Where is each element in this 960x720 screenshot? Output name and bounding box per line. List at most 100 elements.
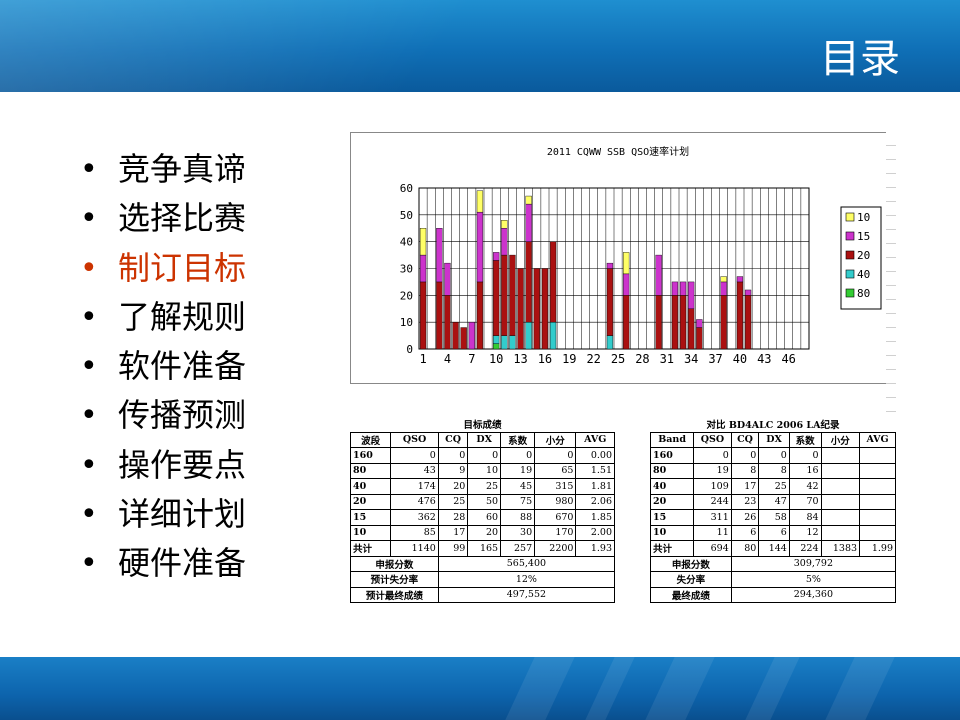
band-cell: 15 <box>349 509 392 526</box>
bar-segment <box>623 295 630 350</box>
column-header: 波段 <box>349 431 392 448</box>
table-cell: 0 <box>534 447 577 464</box>
bar-segment <box>517 268 524 350</box>
toc-item[interactable]: • 详细计划 <box>80 490 246 539</box>
table-cell: 0 <box>788 447 822 464</box>
table-cell: 476 <box>390 493 439 510</box>
band-cell: 160 <box>649 447 695 464</box>
table-cell: 20 <box>467 524 502 541</box>
legend-label: 20 <box>857 249 870 262</box>
toc-item[interactable]: • 硬件准备 <box>80 539 246 588</box>
bar-segment <box>671 281 679 296</box>
bar-segment <box>501 228 508 256</box>
bar-segment <box>744 289 752 296</box>
bar-segment <box>720 276 727 283</box>
summary-label: 最终成绩 <box>650 586 732 603</box>
toc-item[interactable]: • 了解规则 <box>80 293 246 342</box>
x-tick-label: 31 <box>660 352 674 366</box>
table-cell: 315 <box>534 478 577 495</box>
toc-item-label: 选择比赛 <box>118 199 247 238</box>
band-cell: 15 <box>649 509 695 526</box>
table-cell: 8 <box>758 462 790 479</box>
bar-segment <box>655 295 662 350</box>
summary-value: 497,552 <box>437 586 616 603</box>
table-row: 40 109 17 25 42 <box>649 478 896 495</box>
table-cell: 88 <box>500 509 536 526</box>
table-cell: 20 <box>437 478 469 495</box>
toc-item-label: 硬件准备 <box>118 544 247 583</box>
table-cell: 75 <box>500 493 536 510</box>
table-cell: 47 <box>758 493 790 510</box>
band-cell: 40 <box>349 478 392 495</box>
table-cell: 16 <box>788 462 822 479</box>
table-cell: 224 <box>788 540 822 557</box>
table-title: 目标成绩 <box>463 420 502 432</box>
legend-swatch <box>845 288 855 298</box>
bar-segment <box>509 254 516 336</box>
x-tick-label: 28 <box>635 352 649 366</box>
bar-segment <box>533 268 540 350</box>
x-tick-label: 4 <box>444 352 451 366</box>
table-cell: 19 <box>693 462 732 479</box>
table-cell: 9 <box>437 462 469 479</box>
bar-segment <box>671 295 679 350</box>
summary-value: 12% <box>437 571 616 588</box>
x-tick-label: 46 <box>781 352 795 366</box>
band-cell: 40 <box>649 478 695 495</box>
bar-segment <box>476 211 484 283</box>
table-cell <box>859 462 896 479</box>
table-cell: 70 <box>788 493 822 510</box>
table-cell: 0 <box>758 447 790 464</box>
bullet-icon: • <box>80 546 98 582</box>
column-header: 系数 <box>788 431 822 448</box>
table-cell: 17 <box>730 478 760 495</box>
table-title: 对比 BD4ALC 2006 LA纪录 <box>706 420 840 432</box>
table-cell: 2200 <box>534 540 577 557</box>
table-cell: 80 <box>730 540 760 557</box>
chart-svg: 2011 CQWW SSB QSO速率计划 0 10 20 30 40 50 60 1 4 7 10… <box>400 145 882 366</box>
legend-label: 80 <box>857 287 870 300</box>
table-cell <box>859 478 896 495</box>
y-tick-label: 60 <box>400 182 413 195</box>
bar-segment <box>696 327 703 350</box>
bar-segment <box>460 327 467 350</box>
table-cell: 28 <box>437 509 469 526</box>
table-cell: 1.99 <box>859 540 896 557</box>
x-tick-label: 10 <box>489 352 503 366</box>
bullet-icon: • <box>80 299 98 335</box>
toc-item[interactable]: • 选择比赛 <box>80 194 246 243</box>
footer-banner <box>0 657 960 720</box>
band-cell: 80 <box>349 462 392 479</box>
table-cell <box>859 524 896 541</box>
table-cell: 45 <box>500 478 536 495</box>
table-cell: 10 <box>467 462 502 479</box>
table-cell <box>820 462 861 479</box>
x-tick-label: 1 <box>419 352 426 366</box>
x-tick-label: 22 <box>586 352 600 366</box>
table-row: 共计 694 80 144 224 1383 1.99 <box>649 540 896 557</box>
y-tick-label: 10 <box>400 316 413 329</box>
bar-segment <box>501 219 508 229</box>
table-cell: 19 <box>500 462 536 479</box>
band-cell: 20 <box>649 493 695 510</box>
summary-row: 最终成绩 294,360 <box>650 586 897 603</box>
table-cell: 85 <box>390 524 439 541</box>
toc-list: • 竞争真谛 • 选择比赛 • 制订目标 • 了解规则 • 软件准备 • 传播预测 • 操作要点 • 详细计划… <box>80 145 246 589</box>
bar-segment <box>679 281 687 296</box>
toc-item[interactable]: • 软件准备 <box>80 342 246 391</box>
bullet-icon: • <box>80 349 98 385</box>
chart-title: 2011 CQWW SSB QSO速率计划 <box>547 145 689 158</box>
table-cell <box>820 524 861 541</box>
bar-segment <box>606 268 614 336</box>
toc-item[interactable]: • 传播预测 <box>80 391 246 440</box>
summary-label: 失分率 <box>650 571 732 588</box>
table-cell: 694 <box>693 540 732 557</box>
bullet-icon: • <box>80 250 98 286</box>
toc-item[interactable]: • 制订目标 <box>80 244 246 293</box>
table-row: 20 476 25 50 75 980 2.06 <box>349 493 615 510</box>
bar-segment <box>525 203 532 242</box>
toc-item[interactable]: • 竞争真谛 <box>80 145 246 194</box>
toc-item[interactable]: • 操作要点 <box>80 441 246 490</box>
x-tick-label: 19 <box>562 352 576 366</box>
summary-label: 申报分数 <box>650 555 732 572</box>
